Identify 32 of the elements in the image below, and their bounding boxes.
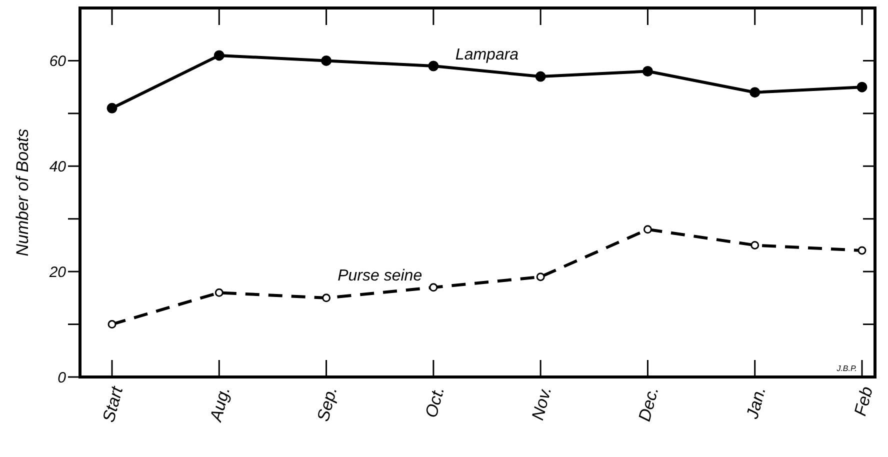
point xyxy=(858,246,866,255)
y-tick-label: 60 xyxy=(49,52,67,70)
point xyxy=(106,102,118,114)
point xyxy=(429,283,438,292)
point xyxy=(428,60,439,72)
y-tick-label: 40 xyxy=(49,158,67,176)
point xyxy=(536,272,545,282)
point xyxy=(643,225,652,234)
point xyxy=(856,82,868,92)
point xyxy=(321,55,332,66)
point xyxy=(750,87,760,98)
x-tick-label: Jan. xyxy=(742,384,770,422)
annotation: J.B.P. xyxy=(836,364,857,373)
y-tick-label: 20 xyxy=(48,264,67,281)
x-tick-label: Oct. xyxy=(422,384,448,420)
x-tick-label: Aug. xyxy=(206,384,234,424)
series-label: Purse seine xyxy=(338,268,422,285)
x-tick-label: Dec. xyxy=(634,384,662,424)
point xyxy=(322,294,331,302)
point xyxy=(214,288,224,297)
x-tick-label: Feb xyxy=(850,384,877,418)
point xyxy=(642,66,653,77)
x-tick-label: Start xyxy=(98,383,127,424)
point xyxy=(214,50,224,61)
y-axis-title: Number of Boats xyxy=(12,128,32,256)
x-tick-label: Nov. xyxy=(528,384,556,422)
point xyxy=(108,320,116,329)
point xyxy=(750,240,760,250)
point xyxy=(535,71,546,82)
series-label: Lampara xyxy=(455,46,519,64)
y-tick-label: 0 xyxy=(58,369,67,386)
x-tick-label: Sep. xyxy=(313,384,341,424)
